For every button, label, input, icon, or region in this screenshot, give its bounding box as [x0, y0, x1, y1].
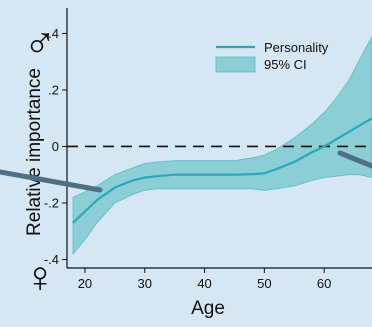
x-tick-label: 60 — [317, 276, 331, 291]
legend-label-ci: 95% CI — [264, 57, 307, 72]
left-pointer-stroke — [0, 169, 103, 193]
legend-label-personality: Personality — [264, 40, 329, 55]
right-pointer-stroke — [337, 150, 372, 169]
y-axis-title: Relative importance — [24, 68, 45, 236]
x-tick-label: 50 — [257, 276, 271, 291]
y-tick-label: .4 — [48, 26, 59, 41]
personality-line — [72, 117, 372, 224]
female-symbol: ♀ — [24, 253, 57, 302]
x-tick-label: 30 — [138, 276, 152, 291]
y-tick-label: 0 — [52, 139, 59, 154]
y-tick-label: .2 — [48, 82, 59, 97]
ci-band — [72, 36, 372, 256]
y-tick-label: -.4 — [44, 252, 59, 267]
y-tick-label: -.2 — [44, 196, 59, 211]
male-symbol: ♂ — [24, 17, 57, 66]
legend-band-swatch — [215, 56, 256, 73]
x-tick-label: 20 — [78, 276, 92, 291]
x-tick-label: 40 — [197, 276, 211, 291]
x-axis-title: Age — [191, 298, 225, 319]
